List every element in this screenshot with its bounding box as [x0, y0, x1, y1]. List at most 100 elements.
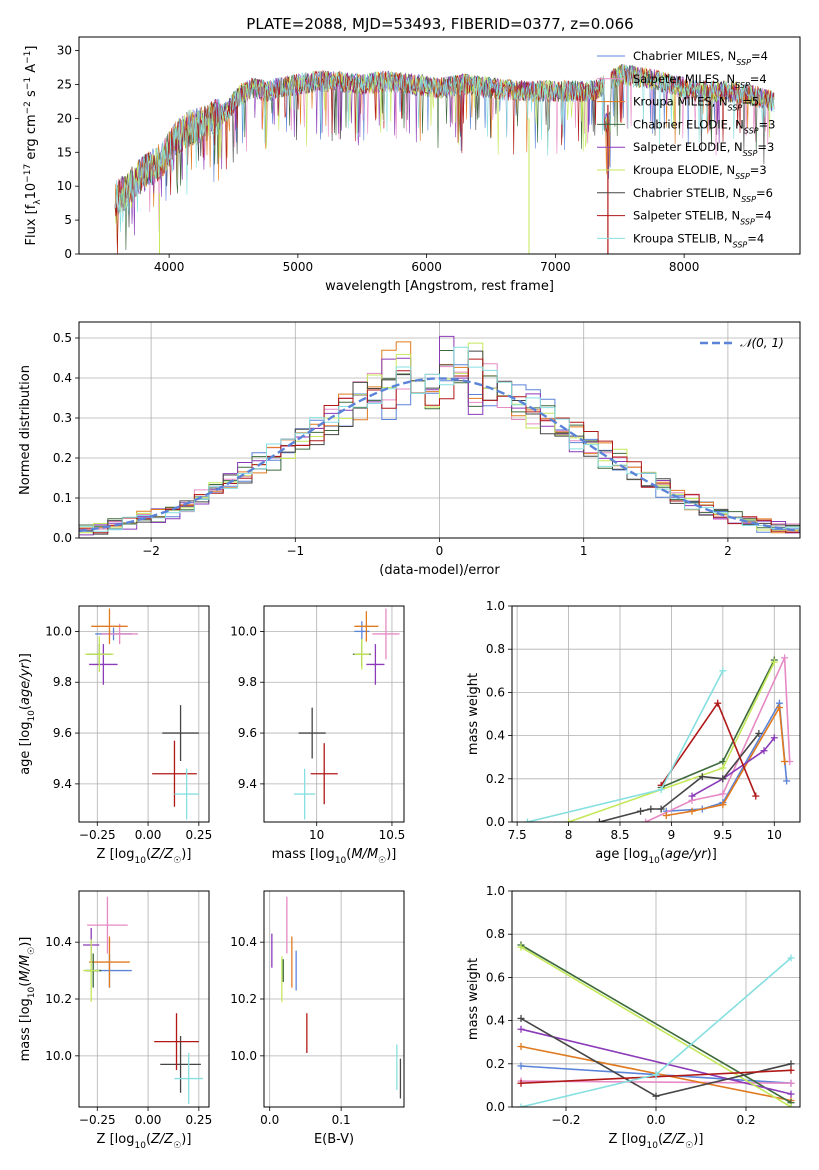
x-tick-label: 7000 — [540, 260, 571, 274]
y-tick-label: 0 — [64, 247, 72, 261]
x-tick-label: −0.25 — [79, 828, 116, 842]
y-tick-label: 0.2 — [486, 772, 505, 786]
x-tick-label: 6000 — [411, 260, 442, 274]
weight-marker-chabrier-stelib — [787, 1060, 795, 1068]
x-axis-label: E(B-V) — [314, 1132, 354, 1147]
legend-label-chabrier-stelib: Chabrier STELIB, NSSP=6 — [633, 186, 773, 204]
weight-line-salpeter-elodie — [520, 1028, 792, 1095]
errorbar-point-salpeter-stelib — [310, 743, 338, 805]
y-tick-label: 5 — [64, 213, 72, 227]
x-tick-label: 5000 — [283, 260, 314, 274]
y-tick-label: 0.8 — [486, 642, 505, 656]
x-tick-label: 0.0 — [260, 1113, 279, 1127]
weight-marker-chabrier-stelib — [657, 805, 665, 813]
y-tick-label: 9.6 — [238, 726, 257, 740]
age-vs-metallicity-panel: −0.25 0.00 0.25 9.4 9.6 9.8 10.0 Z [log10(Z/Z☉)… — [18, 605, 212, 866]
plot-area — [79, 335, 800, 536]
errorbar-point-salpeter-miles — [101, 623, 138, 645]
weight-marker-kroupa-miles — [719, 801, 727, 809]
y-tick-label: 1.0 — [486, 884, 505, 898]
weight-marker-salpeter-stelib — [714, 699, 722, 707]
errorbar-point-chabrier-miles — [354, 621, 370, 642]
plot-area — [85, 608, 199, 820]
errorbar-point-kroupa-stelib — [174, 768, 199, 820]
x-tick-label: 10 — [309, 828, 324, 842]
weight-marker-salpeter-elodie — [760, 747, 768, 755]
x-tick-label: 9 — [668, 828, 676, 842]
weight-marker-salpeter-elodie — [517, 1025, 525, 1033]
x-tick-label: 10 — [767, 828, 782, 842]
errorbar-point-salpeter-stelib — [152, 740, 197, 807]
x-tick-label: 0 — [436, 544, 444, 558]
x-tick-label: 0.00 — [135, 1113, 162, 1127]
weight-marker-kroupa-miles — [781, 758, 789, 766]
y-axis-label: Normed distribution — [18, 365, 33, 495]
y-tick-label: 10.0 — [45, 1049, 72, 1063]
errorbar-point-kroupa-stelib — [174, 1053, 203, 1105]
axes-frame — [78, 321, 801, 539]
age-vs-mass-panel: 10 10.5 9.4 9.6 9.8 10.0 mass [log10(M/M☉)] — [230, 605, 405, 866]
weight-line-kroupa-elodie — [520, 946, 792, 1107]
y-axis-label: mass [log10(M/M☉)] — [18, 937, 37, 1062]
weight-marker-salpeter-miles — [642, 818, 650, 822]
axes-frame — [78, 36, 801, 255]
y-tick-label: 9.4 — [53, 777, 72, 791]
residuals-legend: 𝒩(0, 1) — [700, 336, 784, 350]
y-tick-label: 9.8 — [53, 675, 72, 689]
legend-label-kroupa-stelib: Kroupa STELIB, NSSP=4 — [633, 231, 764, 249]
weight-marker-salpeter-stelib — [517, 1079, 525, 1087]
histogram-salpeter-stelib — [79, 358, 800, 534]
errorbar-point-salpeter-miles — [87, 896, 128, 954]
plot-area — [523, 654, 794, 822]
weight-marker-chabrier-stelib — [517, 1014, 525, 1022]
errorbar-point-chabrier-stelib — [160, 1035, 201, 1093]
x-axis-label: age [log10(age/yr)] — [595, 847, 717, 866]
gaussian-curve — [79, 377, 800, 533]
plot-area — [517, 941, 795, 1107]
x-tick-label: −0.2 — [551, 1113, 580, 1127]
x-tick-label: 1 — [580, 544, 588, 558]
x-axis-label: mass [log10(M/M☉)] — [272, 847, 397, 866]
weight-marker-kroupa-stelib — [517, 1103, 525, 1107]
x-tick-label: 0.1 — [332, 1113, 351, 1127]
x-axis-label: Z [log10(Z/Z☉)] — [609, 1132, 704, 1151]
weight-marker-chabrier-stelib — [719, 775, 727, 783]
weight-marker-salpeter-stelib — [787, 1066, 795, 1074]
x-tick-label: 0.2 — [736, 1113, 755, 1127]
x-tick-label: 0.25 — [185, 828, 212, 842]
y-axis-label: mass weight — [466, 673, 481, 755]
weight-marker-kroupa-elodie — [565, 818, 573, 822]
y-tick-label: 0.6 — [486, 970, 505, 984]
axes-frame — [511, 890, 801, 1108]
errorbar-point-kroupa-miles — [91, 608, 128, 645]
y-tick-label: 10.2 — [45, 992, 72, 1006]
weight-vs-age-panel: 7.5 8 8.5 9 9.5 10 0.0 0.2 0.4 0.6 0.8 1.0 age [log1… — [466, 599, 801, 866]
errorbar-point-kroupa-miles — [89, 936, 130, 988]
weight-marker-chabrier-stelib — [652, 1092, 660, 1100]
y-tick-label: 10.4 — [45, 935, 72, 949]
weight-marker-chabrier-stelib — [595, 818, 603, 822]
y-tick-label: 9.6 — [53, 726, 72, 740]
y-tick-label: 25 — [57, 77, 72, 91]
errorbar-point-salpeter-elodie — [89, 644, 118, 685]
y-tick-label: 20 — [57, 111, 72, 125]
y-tick-label: 0.0 — [486, 815, 505, 829]
y-tick-label: 0.8 — [486, 927, 505, 941]
x-tick-label: 7.5 — [508, 828, 527, 842]
x-tick-label: 4000 — [154, 260, 185, 274]
weight-marker-kroupa-miles — [517, 1043, 525, 1051]
figure-title: PLATE=2088, MJD=53493, FIBERID=0377, z=0… — [246, 15, 633, 33]
x-axis-label: (data-model)/error — [379, 563, 500, 578]
y-tick-label: 0.4 — [53, 371, 72, 385]
x-tick-label: 8000 — [669, 260, 700, 274]
errorbar-point-salpeter-stelib — [154, 1013, 199, 1071]
errorbar-point-salpeter-elodie — [366, 644, 385, 685]
weight-marker-kroupa-miles — [775, 704, 783, 712]
x-tick-label: 0.0 — [646, 1113, 665, 1127]
y-tick-label: 0.6 — [486, 685, 505, 699]
spectrum-line-kroupa-stelib — [114, 64, 775, 233]
axes-frame — [511, 605, 801, 823]
weight-marker-kroupa-stelib — [787, 954, 795, 962]
legend-label-salpeter-elodie: Salpeter ELODIE, NSSP=3 — [633, 140, 774, 158]
legend-label-chabrier-miles: Chabrier MILES, NSSP=4 — [633, 49, 768, 67]
